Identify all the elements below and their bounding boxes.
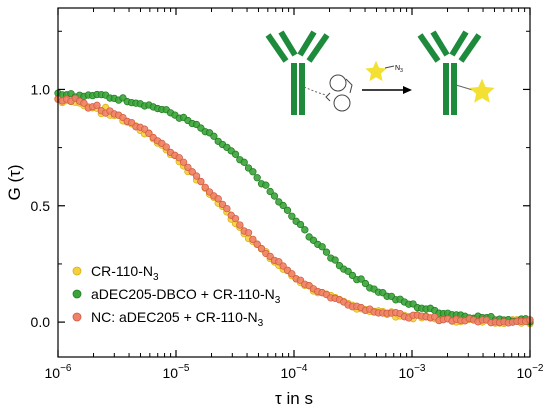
y-tick-label: 1.0 [31, 81, 51, 97]
series-layer [54, 89, 534, 328]
x-tick-labels: 10−6 10−5 10−4 10−3 10−2 [45, 363, 544, 381]
y-tick-label: 0.0 [31, 314, 51, 330]
data-point [249, 235, 257, 244]
data-point [262, 181, 270, 189]
legend-marker [72, 289, 82, 299]
data-point [175, 154, 183, 162]
x-tick-label: 10−3 [399, 363, 426, 381]
axis-ticks [57, 8, 531, 357]
data-point [179, 158, 188, 166]
antibody-dbco-icon [265, 30, 353, 115]
data-point [266, 187, 274, 196]
plot-frame [57, 7, 531, 358]
legend: CR-110-N3 aDEC205-DBCO + CR-110-N3 NC: aDE… [72, 263, 281, 329]
data-point [240, 158, 248, 166]
axes [57, 7, 531, 358]
legend-marker [72, 266, 82, 276]
data-point [253, 240, 261, 248]
data-point [231, 214, 240, 223]
data-point [322, 248, 331, 256]
data-point [253, 174, 261, 182]
x-tick-label: 10−6 [45, 363, 72, 381]
data-point [231, 150, 240, 158]
dye-azide-icon: N3 [365, 60, 403, 82]
data-point [127, 118, 136, 127]
data-point [279, 201, 287, 210]
legend-marker [72, 312, 82, 322]
y-tick-labels: 0.0 0.5 1.0 [31, 81, 51, 330]
data-point [223, 204, 231, 213]
azide-label: N3 [395, 65, 403, 74]
data-point [348, 271, 357, 280]
data-point [288, 270, 296, 278]
data-point [283, 206, 292, 214]
data-point [257, 244, 266, 253]
data-point [236, 221, 244, 229]
data-point [140, 125, 149, 133]
data-point [201, 183, 209, 192]
legend-label: NC: aDEC205 + CR-110-N3 [91, 309, 264, 329]
x-tick-label: 10−2 [517, 363, 544, 381]
data-point [145, 129, 153, 138]
data-point [184, 163, 192, 172]
dye-star-icon [469, 78, 495, 103]
data-point [279, 262, 287, 270]
data-point [210, 132, 218, 140]
y-tick-label: 0.5 [31, 198, 51, 214]
x-axis-label: τ in s [275, 389, 313, 408]
legend-label: CR-110-N3 [91, 263, 159, 283]
data-point [331, 256, 339, 264]
data-point [270, 192, 279, 200]
data-point [296, 220, 305, 229]
data-point [93, 101, 101, 109]
x-tick-label: 10−4 [281, 363, 308, 381]
data-point [361, 279, 370, 288]
data-point [249, 168, 257, 176]
data-point [288, 212, 296, 220]
legend-label: aDEC205-DBCO + CR-110-N3 [91, 286, 281, 306]
dye-star-icon [365, 60, 387, 82]
series-3 [54, 94, 534, 327]
data-point [192, 172, 201, 180]
data-point [301, 226, 309, 234]
data-point [214, 195, 222, 203]
data-point [188, 168, 196, 176]
reaction-scheme-inset: N3 [265, 30, 495, 115]
data-point [218, 200, 227, 209]
reaction-arrow [362, 86, 412, 94]
data-point [162, 143, 170, 151]
x-tick-label: 10−5 [163, 363, 190, 381]
data-point [318, 243, 326, 251]
data-point [197, 177, 205, 186]
dbco-molecule-icon [325, 74, 353, 112]
conjugated-antibody-icon [417, 30, 495, 115]
data-point [80, 99, 88, 107]
data-point [275, 258, 283, 266]
data-point [357, 275, 365, 283]
y-axis-label: G (τ) [5, 165, 24, 201]
data-point [244, 229, 253, 237]
